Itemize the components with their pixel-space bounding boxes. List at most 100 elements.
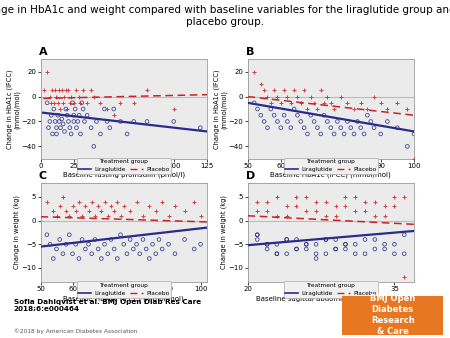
Point <box>146 203 153 209</box>
Point <box>273 251 280 257</box>
Point <box>371 237 378 242</box>
Point <box>108 203 115 209</box>
Point <box>65 119 72 124</box>
Point <box>84 113 91 118</box>
X-axis label: Baseline HbA1c (IFCC) (mmol/mol): Baseline HbA1c (IFCC) (mmol/mol) <box>270 172 391 178</box>
Point <box>394 125 401 130</box>
Point <box>152 208 159 214</box>
Point <box>310 119 318 124</box>
Point <box>254 208 261 214</box>
Point <box>320 113 328 118</box>
Y-axis label: Change in weight (kg): Change in weight (kg) <box>220 195 227 269</box>
Point <box>297 119 304 124</box>
Point <box>66 125 73 130</box>
Point <box>66 232 73 238</box>
Point <box>330 131 338 137</box>
Point <box>280 113 288 118</box>
Point <box>114 199 121 204</box>
Y-axis label: Change in HbA1c (IFCC)
(mmol/mol): Change in HbA1c (IFCC) (mmol/mol) <box>6 69 20 149</box>
X-axis label: Baseline fasting proinsulin (pmol/l): Baseline fasting proinsulin (pmol/l) <box>63 172 185 178</box>
Point <box>55 119 63 124</box>
Point <box>69 251 76 257</box>
Point <box>324 119 331 124</box>
Point <box>277 125 284 130</box>
Point <box>133 199 140 204</box>
Point <box>63 113 71 118</box>
Point <box>59 100 67 105</box>
Point <box>312 242 319 247</box>
Point <box>360 131 368 137</box>
Point <box>351 242 359 247</box>
Point <box>284 94 291 99</box>
Point <box>327 100 334 105</box>
Point <box>50 100 58 105</box>
Point <box>104 213 111 218</box>
Point <box>357 125 364 130</box>
Point <box>264 94 271 99</box>
Point <box>330 106 338 112</box>
Point <box>347 125 354 130</box>
Point <box>197 213 204 218</box>
Point <box>165 213 172 218</box>
Point <box>52 119 59 124</box>
Point <box>254 232 261 238</box>
Point <box>273 242 280 247</box>
Point <box>48 113 55 118</box>
Point <box>57 106 64 112</box>
Point <box>158 199 166 204</box>
Point <box>394 100 401 105</box>
Point <box>342 203 349 209</box>
Point <box>77 131 84 137</box>
Point <box>304 131 311 137</box>
Point <box>68 131 75 137</box>
Point <box>254 106 261 112</box>
Point <box>254 237 261 242</box>
Point <box>101 199 108 204</box>
Point <box>283 237 290 242</box>
Point <box>197 242 204 247</box>
Point <box>114 256 121 261</box>
Point <box>191 246 198 252</box>
Point <box>73 125 80 130</box>
Point <box>264 199 271 204</box>
Point <box>117 119 124 124</box>
Point <box>143 246 150 252</box>
Text: B: B <box>246 47 254 57</box>
Text: Change in HbA1c and weight compared with baseline variables for the liraglutide : Change in HbA1c and weight compared with… <box>0 5 450 27</box>
Point <box>80 88 87 93</box>
Point <box>267 106 274 112</box>
Point <box>332 213 339 218</box>
Point <box>257 81 265 87</box>
Legend: Liraglutide, Placebo: Liraglutide, Placebo <box>76 281 171 297</box>
Point <box>303 242 310 247</box>
Point <box>130 100 137 105</box>
Point <box>337 125 344 130</box>
Point <box>354 119 361 124</box>
Point <box>126 237 134 242</box>
Point <box>104 251 111 257</box>
Point <box>381 246 388 252</box>
Point <box>61 94 68 99</box>
Point <box>170 106 177 112</box>
Point <box>76 113 83 118</box>
Point <box>251 100 258 105</box>
Point <box>54 113 61 118</box>
Legend: Liraglutide, Placebo: Liraglutide, Placebo <box>284 158 378 174</box>
Point <box>400 275 408 280</box>
Point <box>303 208 310 214</box>
Point <box>45 125 52 130</box>
Point <box>367 119 374 124</box>
Point <box>53 94 60 99</box>
Point <box>327 125 334 130</box>
Point <box>273 213 280 218</box>
Point <box>304 106 311 112</box>
Point <box>384 106 391 112</box>
Point <box>44 100 51 105</box>
Point <box>357 100 364 105</box>
Point <box>377 100 384 105</box>
Point <box>74 119 81 124</box>
Point <box>332 237 339 242</box>
Point <box>322 237 329 242</box>
Point <box>73 88 80 93</box>
Point <box>361 199 369 204</box>
